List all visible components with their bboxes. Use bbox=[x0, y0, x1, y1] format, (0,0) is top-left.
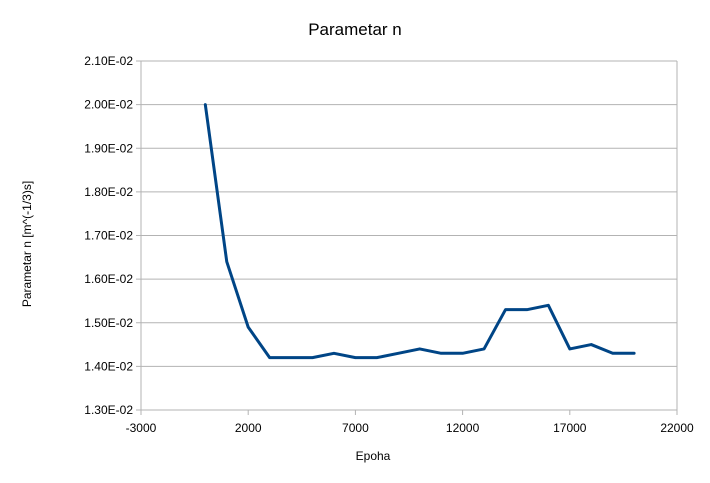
y-tick-label: 1.60E-02 bbox=[84, 272, 133, 286]
x-tick-labels: -3000 2000 7000 12000 17000 22000 bbox=[126, 421, 694, 435]
series-group bbox=[203, 103, 636, 360]
gridlines bbox=[141, 60, 677, 411]
x-tick-label: 2000 bbox=[235, 421, 262, 435]
y-tick-labels: 1.30E-02 1.40E-02 1.50E-02 1.60E-02 1.70E-02… bbox=[84, 54, 133, 417]
y-axis-label: Parametar n [m^(-1/3)s] bbox=[20, 181, 34, 307]
y-tick-label: 2.00E-02 bbox=[84, 98, 133, 112]
x-tick-label: 22000 bbox=[660, 421, 694, 435]
x-tick-label: 7000 bbox=[342, 421, 369, 435]
chart-title: Parametar n bbox=[308, 20, 402, 39]
x-axis-label: Epoha bbox=[356, 449, 391, 463]
x-tick-label: -3000 bbox=[126, 421, 157, 435]
y-tick-label: 2.10E-02 bbox=[84, 54, 133, 68]
axes bbox=[136, 60, 678, 415]
y-tick-label: 1.40E-02 bbox=[84, 359, 133, 373]
y-tick-label: 1.50E-02 bbox=[84, 316, 133, 330]
x-tick-label: 17000 bbox=[553, 421, 587, 435]
series-line bbox=[203, 103, 636, 360]
y-tick-label: 1.30E-02 bbox=[84, 403, 133, 417]
y-tick-label: 1.70E-02 bbox=[84, 229, 133, 243]
x-tick-label: 12000 bbox=[446, 421, 480, 435]
y-tick-label: 1.90E-02 bbox=[84, 141, 133, 155]
y-tick-label: 1.80E-02 bbox=[84, 185, 133, 199]
